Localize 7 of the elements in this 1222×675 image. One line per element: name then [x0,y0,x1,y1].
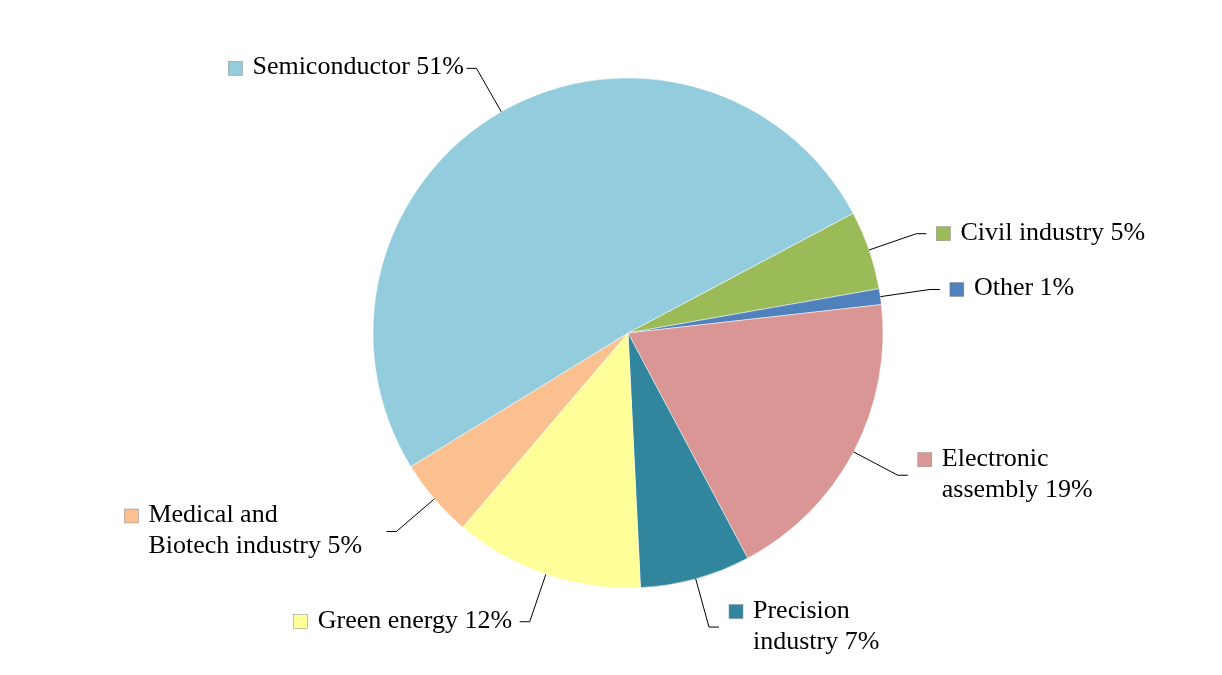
legend-label: Electronic assembly 19% [941,442,1093,503]
legend-label: Medical and Biotech industry 5% [148,498,363,559]
legend-label: Green energy 12% [317,604,513,634]
legend-label: Precision industry 7% [752,594,880,655]
legend-label: Other 1% [973,272,1075,302]
legend-label: Civil industry 5% [960,216,1146,246]
legend-label: Semiconductor 51% [252,51,464,81]
